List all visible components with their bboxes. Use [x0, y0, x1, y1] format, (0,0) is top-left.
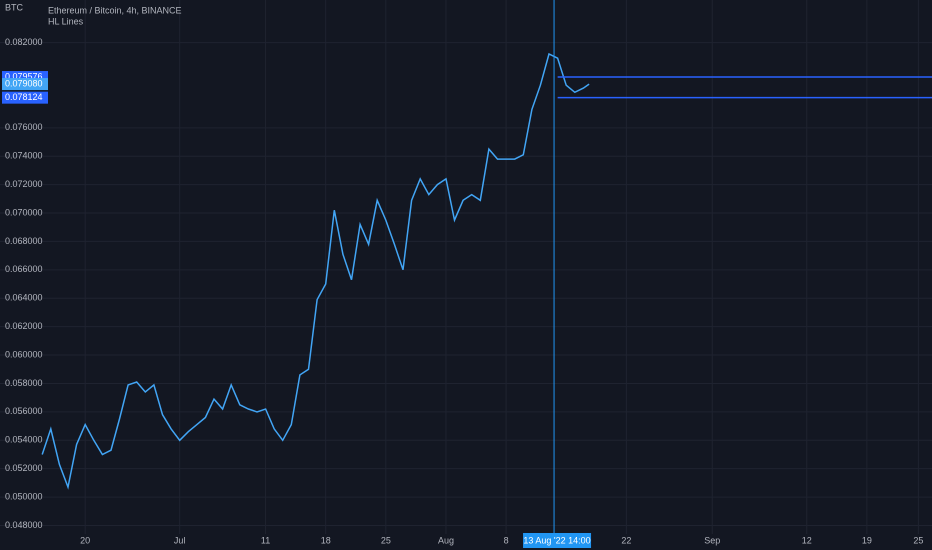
x-tick-label: Jul: [174, 535, 186, 545]
currency: BTC: [5, 2, 24, 12]
price-line: [41, 52, 590, 490]
crosshair-label: 13 Aug '22 14:00: [523, 535, 590, 545]
grid: [0, 0, 932, 534]
y-tick-label: 0.048000: [5, 520, 43, 530]
y-tick-label: 0.056000: [5, 406, 43, 416]
y-tick-label: 0.070000: [5, 207, 43, 217]
chart-title: Ethereum / Bitcoin, 4h, BINANCE: [48, 5, 182, 15]
price-label: 0.078124: [5, 92, 43, 102]
indicator-name: HL Lines: [48, 16, 84, 26]
x-tick-label: 25: [913, 535, 923, 545]
y-tick-label: 0.062000: [5, 321, 43, 331]
y-tick-label: 0.060000: [5, 349, 43, 359]
x-tick-label: Aug: [438, 535, 454, 545]
x-tick-label: 8: [504, 535, 509, 545]
y-tick-label: 0.054000: [5, 435, 43, 445]
y-tick-label: 0.066000: [5, 264, 43, 274]
crosshair-label-box: [523, 533, 592, 548]
y-tick-label: 0.058000: [5, 378, 43, 388]
y-tick-label: 0.076000: [5, 122, 43, 132]
price-label-box: [2, 91, 48, 104]
x-tick-label: 25: [381, 535, 391, 545]
y-tick-label: 0.072000: [5, 179, 43, 189]
x-tick-label: 11: [261, 535, 270, 545]
x-tick-label: 19: [862, 535, 872, 545]
last-price-label: 0.079080: [5, 78, 43, 88]
x-tick-label: 18: [321, 535, 331, 545]
y-tick-label: 0.074000: [5, 151, 43, 161]
price-label: 0.079576: [5, 71, 43, 81]
x-tick-label: Sep: [704, 535, 720, 545]
x-tick-label: 20: [80, 535, 90, 545]
y-tick-label: 0.064000: [5, 293, 43, 303]
x-tick-label: 22: [621, 535, 631, 545]
y-tick-label: 0.050000: [5, 491, 43, 501]
y-tick-label: 0.068000: [5, 236, 43, 246]
x-tick-label: 12: [802, 535, 812, 545]
last-price-box: [2, 78, 48, 91]
y-tick-label: 0.052000: [5, 463, 43, 473]
y-tick-label: 0.082000: [5, 37, 43, 47]
